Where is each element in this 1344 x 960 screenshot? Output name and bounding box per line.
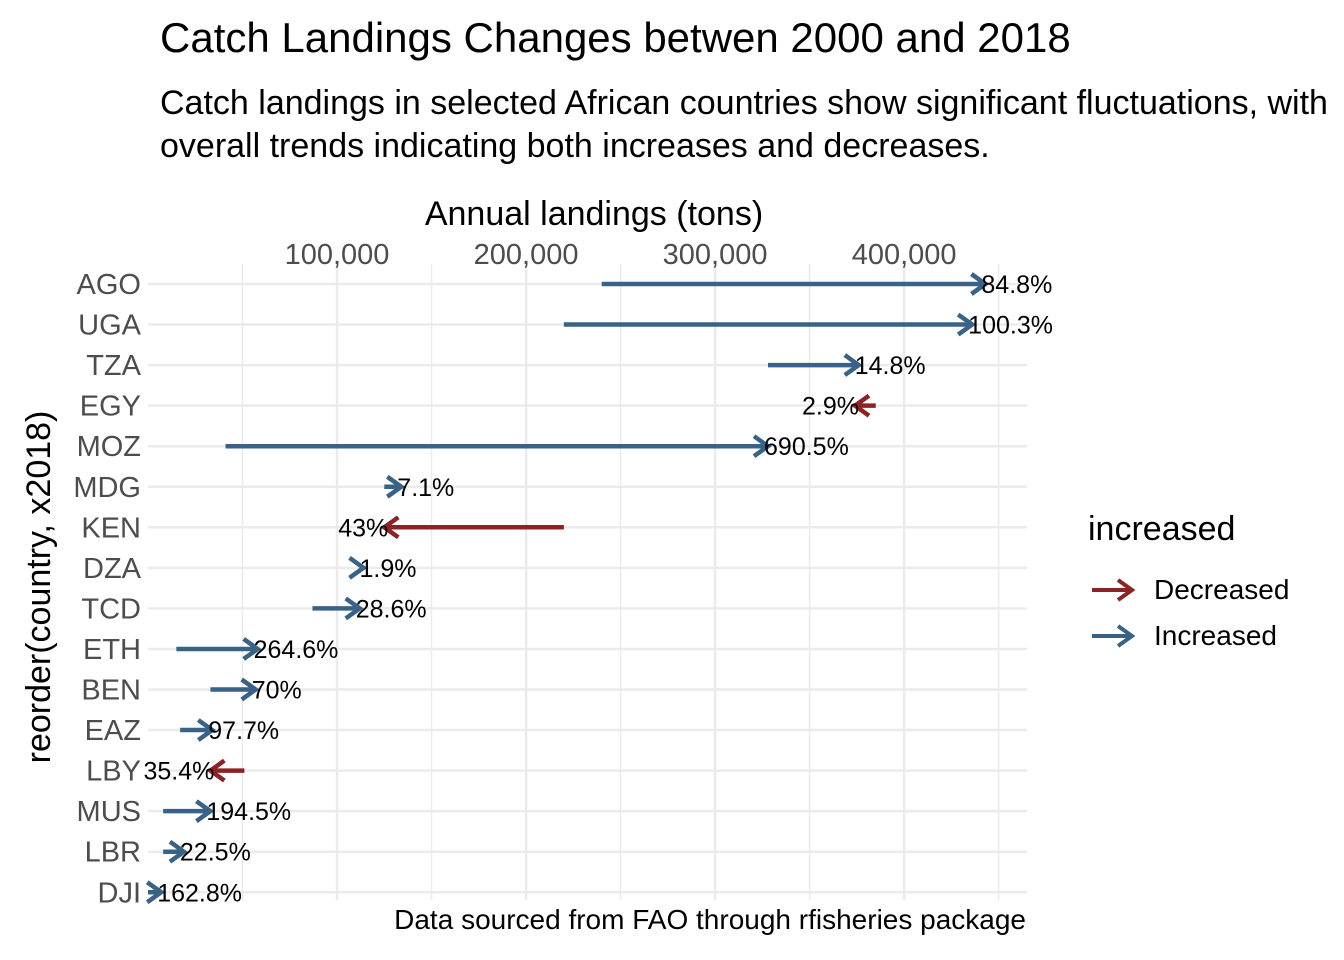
change-label-eaz: 97.7% [208, 717, 279, 745]
y-tick-label-dji: DJI [98, 877, 142, 909]
arrow-head-lbr [168, 839, 188, 864]
change-label-uga: 100.3% [968, 312, 1053, 340]
legend-label-increased: Increased [1154, 620, 1277, 651]
legend-label-decreased: Decreased [1154, 574, 1290, 605]
arrow-head-ago [970, 272, 990, 296]
label-layer: 84.8% 100.3% 14.8% 2.9% 690.5% 7.1% 43% 1.9% 28.… [143, 271, 1052, 907]
legend-item-decreased: Decreased [1088, 567, 1289, 613]
arrow-head-eth [242, 637, 262, 661]
arrow-head-ken [380, 515, 400, 540]
grid-layer [148, 264, 1027, 900]
change-label-lbr: 22.5% [180, 839, 251, 867]
arrow-head-eaz [196, 718, 217, 742]
chart-title: Catch Landings Changes betwen 2000 and 2… [160, 14, 1071, 61]
subtitle-line-2: overall trends indicating both increases… [160, 127, 990, 165]
y-tick-label-moz: MOZ [77, 431, 141, 463]
y-axis-title: reorder(country, x2018) [20, 411, 58, 764]
legend-title: increased [1088, 510, 1236, 548]
tick-layer: 100,000 200,000 300,000 400,000 AGO UGA TZA EGY… [73, 239, 956, 909]
arrow-head-egy [851, 393, 871, 418]
y-tick-label-tcd: TCD [81, 593, 141, 625]
arrow-head-tcd [344, 596, 364, 621]
arrow-head-mus [195, 799, 215, 823]
x-tick-label: 100,000 [285, 239, 390, 271]
arrow-head-mdg [385, 474, 406, 499]
change-label-tza: 14.8% [855, 352, 926, 380]
x-tick-label: 200,000 [474, 239, 579, 271]
change-label-tcd: 28.6% [356, 595, 427, 623]
change-label-ago: 84.8% [981, 271, 1052, 299]
y-tick-label-eth: ETH [83, 634, 141, 666]
y-tick-label-ago: AGO [77, 269, 141, 301]
y-tick-label-dza: DZA [83, 553, 142, 585]
change-label-mdg: 7.1% [397, 474, 454, 502]
arrow-layer [145, 272, 990, 905]
y-tick-label-mdg: MDG [73, 472, 141, 504]
arrow-head-dza [348, 556, 368, 580]
arrow-head-dji [145, 880, 166, 905]
arrow-head-ben [240, 677, 260, 702]
change-label-dji: 162.8% [157, 879, 242, 907]
x-tick-label: 400,000 [852, 239, 957, 271]
decreased-arrow-icon [1092, 578, 1136, 602]
arrow-head-tza [843, 353, 863, 377]
y-tick-label-tza: TZA [86, 350, 141, 382]
change-label-dza: 1.9% [359, 555, 416, 583]
subtitle-line-1: Catch landings in selected African count… [160, 84, 1328, 122]
change-label-egy: 2.9% [802, 393, 859, 421]
y-tick-label-lbr: LBR [85, 837, 141, 869]
y-tick-label-ken: KEN [81, 512, 141, 544]
change-label-ken: 43% [338, 514, 388, 542]
arrow-head-uga [956, 312, 977, 337]
x-axis-title: Annual landings (tons) [425, 195, 763, 233]
change-label-moz: 690.5% [764, 433, 849, 461]
change-label-eth: 264.6% [254, 636, 339, 664]
legend-item-increased: Increased [1088, 613, 1289, 659]
y-tick-label-ben: BEN [81, 675, 141, 707]
chart-subtitle: Catch landings in selected African count… [160, 82, 1344, 168]
x-tick-label: 300,000 [663, 239, 768, 271]
y-tick-label-lby: LBY [86, 756, 141, 788]
y-tick-label-mus: MUS [77, 796, 141, 828]
y-tick-label-uga: UGA [78, 310, 142, 342]
change-label-lby: 35.4% [143, 758, 214, 786]
y-tick-label-eaz: EAZ [85, 715, 141, 747]
change-label-ben: 70% [252, 677, 302, 705]
increased-arrow-icon [1092, 624, 1136, 648]
change-label-mus: 194.5% [206, 798, 291, 826]
legend: increased Decreased Increased [1088, 510, 1289, 659]
arrow-head-moz [752, 434, 772, 459]
y-tick-label-egy: EGY [80, 391, 141, 423]
chart-caption: Data sourced from FAO through rfisheries… [394, 904, 1026, 935]
arrow-head-lby [206, 758, 226, 783]
